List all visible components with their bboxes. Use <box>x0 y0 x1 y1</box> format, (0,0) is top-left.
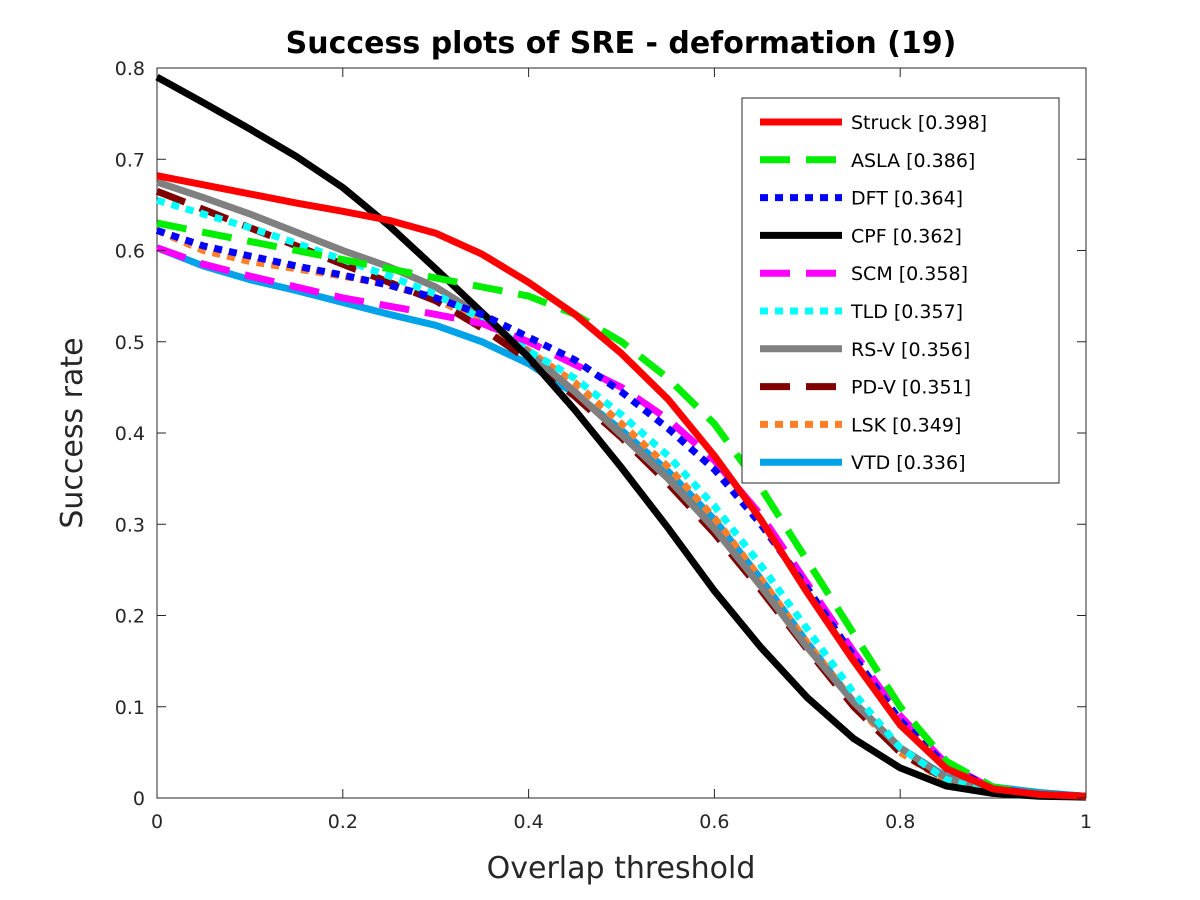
legend-entry: Struck [0.398] <box>760 112 987 134</box>
y-tick-label: 0.7 <box>115 149 145 171</box>
series-line-struck <box>156 172 1087 800</box>
legend-label: RS-V [0.356] <box>851 339 970 361</box>
legend-entries: Struck [0.398] ASLA [0.386] DFT [0.364] CPF… <box>760 112 987 474</box>
y-tick-label: 0.6 <box>115 241 145 263</box>
legend-entry: CPF [0.362] <box>760 225 962 247</box>
series-line-tld <box>156 196 1087 800</box>
legend-label: LSK [0.349] <box>851 414 961 436</box>
series-line-scm <box>155 244 1087 800</box>
y-tick-label: 0.5 <box>115 332 145 354</box>
legend-label: DFT [0.364] <box>851 188 963 210</box>
y-tick-label: 0.8 <box>115 58 145 80</box>
x-tick-label: 0 <box>151 811 163 833</box>
series-line-asla <box>156 219 1087 800</box>
x-axis-label: Overlap threshold <box>487 851 756 886</box>
series-layer <box>155 74 1087 801</box>
x-tick-label: 0.2 <box>328 811 358 833</box>
y-tick-label: 0.3 <box>115 514 145 536</box>
chart-title: Success plots of SRE - deformation (19) <box>286 26 957 61</box>
x-tick-label: 0.8 <box>885 811 915 833</box>
legend-entry: DFT [0.364] <box>760 188 963 210</box>
y-axis-label: Success rate <box>55 337 90 528</box>
y-tick-label: 0.2 <box>115 606 145 628</box>
legend-label: TLD [0.357] <box>850 301 963 323</box>
legend: Struck [0.398] ASLA [0.386] DFT [0.364] CPF… <box>741 97 1060 484</box>
legend-entry: RS-V [0.356] <box>760 339 970 361</box>
legend-label: SCM [0.358] <box>851 263 968 285</box>
x-tick-label: 0.6 <box>699 811 729 833</box>
legend-entry: ASLA [0.386] <box>760 150 975 172</box>
legend-box <box>741 97 1060 484</box>
series-line-rs-v <box>155 178 1087 800</box>
legend-entry: TLD [0.357] <box>760 301 963 323</box>
legend-entry: SCM [0.358] <box>760 263 968 285</box>
legend-entry: PD-V [0.351] <box>760 377 971 399</box>
x-tick-label: 0.4 <box>513 811 543 833</box>
x-tick-label: 1 <box>1080 811 1092 833</box>
ticks-layer: 0 0.2 0.4 0.6 0.8 1 0 0.1 0.2 0.3 0.4 0.5 0.6 0.7 0.8 <box>115 58 1092 833</box>
series-line-cpf <box>155 74 1087 801</box>
legend-entry: LSK [0.349] <box>760 414 961 436</box>
series-line-dft <box>155 227 1087 800</box>
legend-label: CPF [0.362] <box>851 225 962 247</box>
legend-label: ASLA [0.386] <box>851 150 975 172</box>
legend-label: VTD [0.336] <box>851 452 966 474</box>
legend-label: PD-V [0.351] <box>851 377 971 399</box>
legend-entry: VTD [0.336] <box>760 452 966 474</box>
y-tick-label: 0.1 <box>115 697 145 719</box>
y-tick-label: 0 <box>133 788 145 810</box>
legend-label: Struck [0.398] <box>851 112 987 134</box>
y-tick-label: 0.4 <box>115 423 145 445</box>
